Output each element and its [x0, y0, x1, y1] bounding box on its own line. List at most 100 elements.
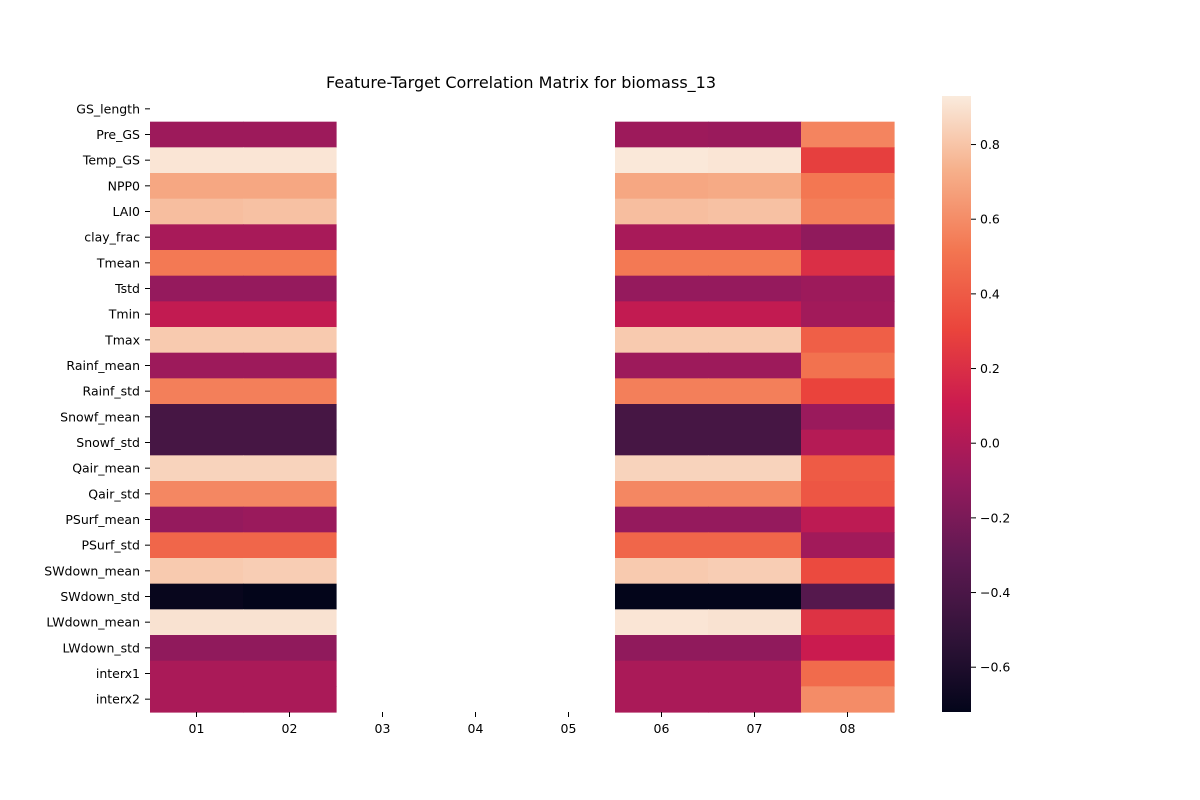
heatmap-cell [708, 455, 802, 482]
heatmap-cell [615, 147, 709, 174]
heatmap-cell [801, 121, 895, 148]
x-tick-label: 04 [468, 721, 484, 736]
colorbar: −0.6 −0.4 −0.2 0.0 0.2 0.4 0.6 0.8 [942, 96, 1010, 712]
heatmap-cell [708, 173, 802, 200]
heatmap-cell [708, 660, 802, 687]
heatmap-cell [801, 532, 895, 559]
heatmap-cell [150, 352, 244, 379]
heatmap-cell [615, 301, 709, 328]
heatmap-cell [615, 429, 709, 456]
y-tick-label: Tmax [104, 332, 140, 347]
heatmap-cell [708, 301, 802, 328]
heatmap-cell [708, 147, 802, 174]
colorbar-gradient [942, 96, 971, 712]
heatmap-cell [243, 609, 337, 636]
heatmap-cell [615, 660, 709, 687]
heatmap-cell [801, 198, 895, 225]
heatmap-cell [615, 558, 709, 585]
heatmap-cell [150, 481, 244, 508]
x-tick-label: 06 [654, 721, 670, 736]
y-tick-label: clay_frac [84, 230, 140, 245]
heatmap-cell [243, 583, 337, 610]
heatmap-cell [243, 635, 337, 662]
heatmap-cell [615, 224, 709, 251]
y-tick-label: PSurf_mean [65, 512, 140, 527]
heatmap-cell [708, 558, 802, 585]
y-tick-label: Qair_mean [72, 461, 140, 476]
heatmap-cell [243, 506, 337, 533]
x-tick-label: 07 [747, 721, 763, 736]
heatmap-cell [801, 609, 895, 636]
heatmap-cell [708, 609, 802, 636]
y-tick-label: Temp_GS [82, 153, 140, 168]
heatmap-cell [243, 327, 337, 354]
heatmap-cell [801, 635, 895, 662]
x-tick-label: 08 [840, 721, 856, 736]
heatmap-cell [708, 352, 802, 379]
y-tick-label: LAI0 [113, 204, 140, 219]
x-tick-label: 02 [282, 721, 298, 736]
heatmap-cell [150, 250, 244, 277]
heatmap-cell [801, 301, 895, 328]
y-tick-label: Tmin [108, 307, 140, 322]
y-tick-label: LWdown_std [62, 640, 140, 655]
heatmap-cell [243, 660, 337, 687]
heatmap-cell [243, 378, 337, 405]
colorbar-tick-label: 0.8 [980, 137, 1000, 152]
heatmap-cell [801, 224, 895, 251]
heatmap-cell [708, 635, 802, 662]
heatmap-cell [615, 250, 709, 277]
heatmap-cell [150, 532, 244, 559]
heatmap-cells [150, 121, 895, 713]
heatmap-cell [708, 378, 802, 405]
colorbar-tick-label: 0.2 [980, 361, 1000, 376]
heatmap-cell [708, 250, 802, 277]
heatmap-cell [150, 275, 244, 302]
heatmap-cell [150, 635, 244, 662]
y-tick-label: Pre_GS [96, 127, 140, 142]
heatmap-cell [708, 327, 802, 354]
colorbar-tick-label: 0.4 [980, 286, 1000, 301]
heatmap-cell [801, 660, 895, 687]
heatmap-cell [243, 147, 337, 174]
heatmap-cell [801, 352, 895, 379]
y-tick-label: Rainf_std [83, 384, 140, 399]
y-tick-label: PSurf_std [81, 538, 140, 553]
heatmap-cell [708, 532, 802, 559]
heatmap-cell [150, 558, 244, 585]
heatmap-cell [801, 378, 895, 405]
heatmap-cell [150, 198, 244, 225]
heatmap-cell [243, 224, 337, 251]
heatmap-cell [150, 583, 244, 610]
heatmap-cell [801, 250, 895, 277]
heatmap-cell [150, 378, 244, 405]
heatmap-cell [615, 275, 709, 302]
heatmap-cell [243, 173, 337, 200]
heatmap-cell [150, 121, 244, 148]
y-tick-label: Tstd [114, 281, 140, 296]
heatmap-cell [708, 275, 802, 302]
heatmap-cell [708, 506, 802, 533]
heatmap-cell [615, 198, 709, 225]
heatmap-cell [801, 583, 895, 610]
colorbar-tick-label: 0.6 [980, 212, 1000, 227]
y-tick-label: Snowf_mean [60, 409, 140, 424]
heatmap-cell [801, 327, 895, 354]
x-tick-label: 01 [189, 721, 205, 736]
x-tick-label: 03 [375, 721, 391, 736]
heatmap-cell [150, 455, 244, 482]
heatmap-cell [243, 250, 337, 277]
heatmap-cell [615, 686, 709, 713]
heatmap-cell [801, 558, 895, 585]
heatmap-cell [708, 429, 802, 456]
heatmap-cell [615, 173, 709, 200]
heatmap-cell [243, 455, 337, 482]
chart-title: Feature-Target Correlation Matrix for bi… [326, 73, 716, 93]
heatmap-cell [150, 404, 244, 431]
heatmap-cell [708, 686, 802, 713]
heatmap-cell [243, 429, 337, 456]
heatmap-cell [615, 609, 709, 636]
heatmap-cell [801, 506, 895, 533]
heatmap-cell [615, 378, 709, 405]
x-tick-label: 05 [561, 721, 577, 736]
